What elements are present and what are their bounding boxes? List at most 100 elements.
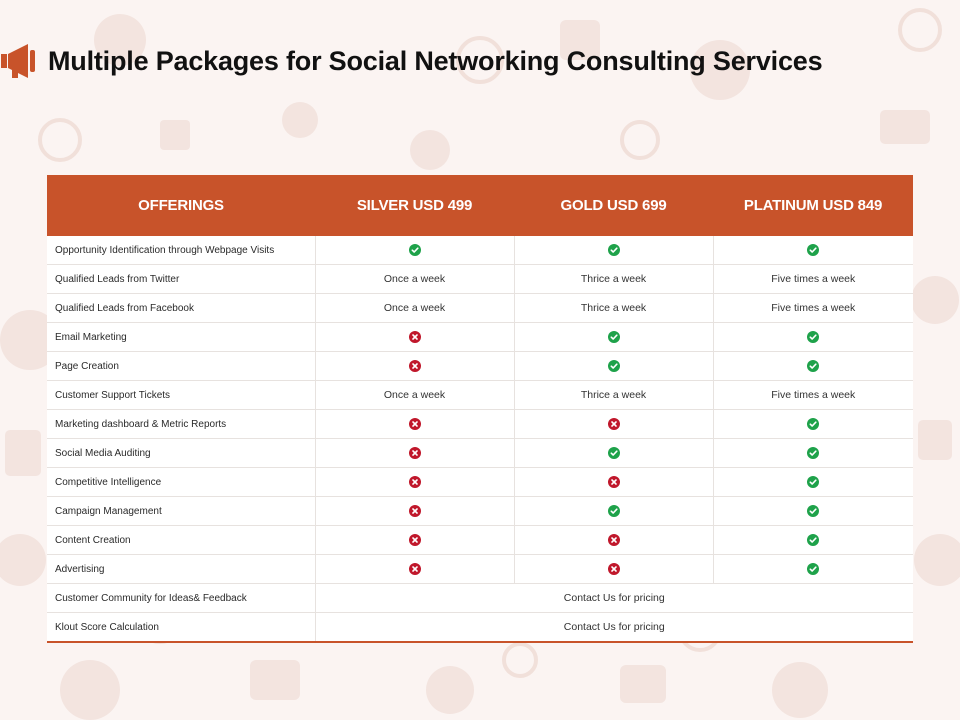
cross-icon — [607, 476, 620, 489]
offering-label: Opportunity Identification through Webpa… — [47, 236, 315, 265]
offering-label: Campaign Management — [47, 496, 315, 526]
not-included-cell — [314, 351, 514, 381]
included-cell — [712, 351, 913, 381]
frequency-cell: Five times a week — [712, 293, 913, 323]
cross-icon — [408, 476, 421, 489]
table-row: Content Creation — [47, 525, 913, 555]
frequency-cell: Thrice a week — [513, 264, 713, 294]
included-cell — [513, 322, 713, 352]
included-cell — [513, 438, 713, 468]
included-cell — [712, 322, 913, 352]
included-cell — [712, 467, 913, 497]
not-included-cell — [513, 554, 713, 584]
check-icon — [607, 360, 620, 373]
table-row: Marketing dashboard & Metric Reports — [47, 409, 913, 439]
not-included-cell — [314, 322, 514, 352]
not-included-cell — [314, 467, 514, 497]
table-row: Opportunity Identification through Webpa… — [47, 236, 913, 265]
included-cell — [712, 409, 913, 439]
not-included-cell — [513, 467, 713, 497]
frequency-cell: Five times a week — [712, 264, 913, 294]
header-offerings: OFFERINGS — [47, 175, 315, 236]
header-silver: SILVER USD 499 — [315, 175, 514, 236]
included-cell — [513, 496, 713, 526]
cross-icon — [607, 534, 620, 547]
not-included-cell — [314, 438, 514, 468]
header-gold: GOLD USD 699 — [514, 175, 713, 236]
header-platinum: PLATINUM USD 849 — [713, 175, 913, 236]
cross-icon — [408, 331, 421, 344]
not-included-cell — [314, 554, 514, 584]
included-cell — [513, 236, 713, 265]
check-icon — [607, 505, 620, 518]
included-cell — [712, 438, 913, 468]
table-row: Social Media Auditing — [47, 438, 913, 468]
offering-label: Advertising — [47, 554, 315, 584]
offering-label: Content Creation — [47, 525, 315, 555]
included-cell — [513, 351, 713, 381]
check-icon — [807, 563, 820, 576]
cross-icon — [408, 534, 421, 547]
offering-label: Klout Score Calculation — [47, 612, 315, 643]
table-row: Klout Score Calculation Contact Us for pr… — [47, 612, 913, 643]
table-row: Page Creation — [47, 351, 913, 381]
check-icon — [807, 418, 820, 431]
table-row: Qualified Leads from Facebook Once a week… — [47, 293, 913, 323]
check-icon — [807, 331, 820, 344]
check-icon — [807, 476, 820, 489]
check-icon — [807, 505, 820, 518]
not-included-cell — [314, 496, 514, 526]
pricing-table-container: OFFERINGS SILVER USD 499 GOLD USD 699 PL… — [47, 175, 913, 643]
table-body: Opportunity Identification through Webpa… — [47, 236, 913, 643]
check-icon — [807, 360, 820, 373]
pricing-table: OFFERINGS SILVER USD 499 GOLD USD 699 PL… — [47, 175, 913, 643]
check-icon — [807, 244, 820, 257]
offering-label: Marketing dashboard & Metric Reports — [47, 409, 315, 439]
included-cell — [712, 496, 913, 526]
check-icon — [607, 331, 620, 344]
slide-header: Multiple Packages for Social Networking … — [0, 38, 823, 84]
check-icon — [607, 447, 620, 460]
megaphone-icon — [1, 44, 35, 78]
not-included-cell — [513, 409, 713, 439]
offering-label: Social Media Auditing — [47, 438, 315, 468]
frequency-cell: Once a week — [314, 293, 514, 323]
not-included-cell — [314, 409, 514, 439]
included-cell — [712, 525, 913, 555]
check-icon — [607, 244, 620, 257]
check-icon — [807, 447, 820, 460]
offering-label: Customer Support Tickets — [47, 380, 315, 410]
page-title: Multiple Packages for Social Networking … — [48, 45, 823, 76]
included-cell — [314, 236, 514, 265]
offering-label: Qualified Leads from Twitter — [47, 264, 315, 294]
frequency-cell: Five times a week — [712, 380, 913, 410]
table-row: Customer Community for Ideas& Feedback Co… — [47, 583, 913, 613]
frequency-cell: Once a week — [314, 264, 514, 294]
table-row: Qualified Leads from Twitter Once a week T… — [47, 264, 913, 294]
offering-label: Customer Community for Ideas& Feedback — [47, 583, 315, 613]
cross-icon — [408, 360, 421, 373]
cross-icon — [408, 563, 421, 576]
frequency-cell: Once a week — [314, 380, 514, 410]
cross-icon — [408, 418, 421, 431]
cross-icon — [607, 563, 620, 576]
frequency-cell: Thrice a week — [513, 293, 713, 323]
table-row: Advertising — [47, 554, 913, 584]
cross-icon — [607, 418, 620, 431]
table-row: Campaign Management — [47, 496, 913, 526]
table-row: Competitive Intelligence — [47, 467, 913, 497]
check-icon — [408, 244, 421, 257]
included-cell — [712, 236, 913, 265]
check-icon — [807, 534, 820, 547]
offering-label: Email Marketing — [47, 322, 315, 352]
cross-icon — [408, 447, 421, 460]
offering-label: Page Creation — [47, 351, 315, 381]
not-included-cell — [314, 525, 514, 555]
table-row: Customer Support Tickets Once a week Thric… — [47, 380, 913, 410]
table-row: Email Marketing — [47, 322, 913, 352]
contact-pricing-cell: Contact Us for pricing — [314, 583, 913, 613]
not-included-cell — [513, 525, 713, 555]
included-cell — [712, 554, 913, 584]
offering-label: Qualified Leads from Facebook — [47, 293, 315, 323]
